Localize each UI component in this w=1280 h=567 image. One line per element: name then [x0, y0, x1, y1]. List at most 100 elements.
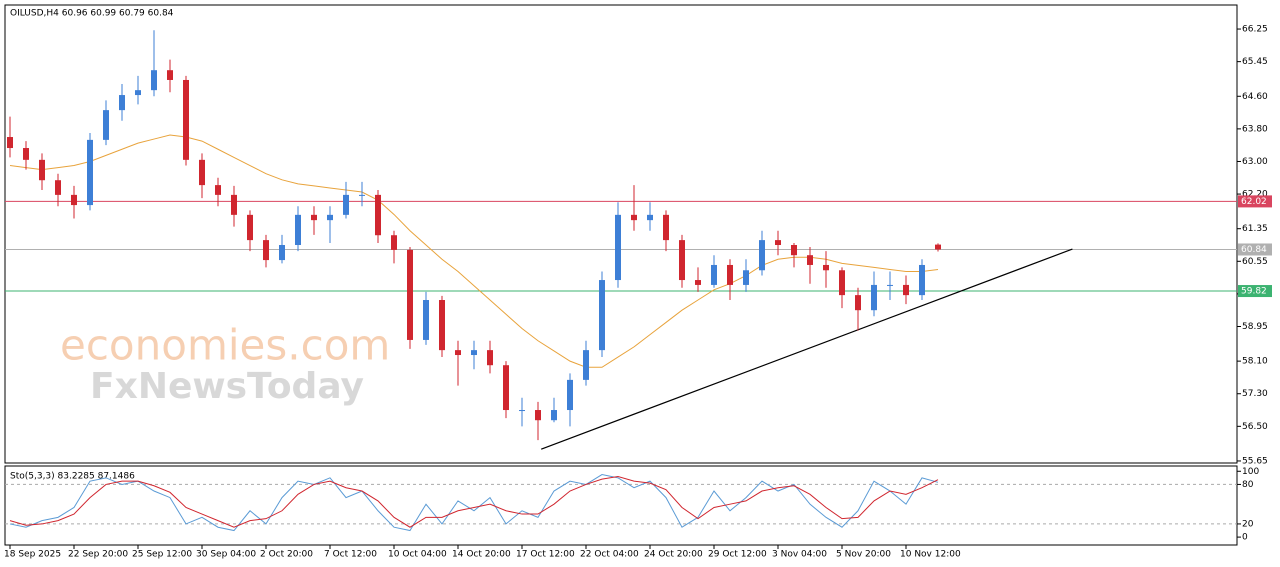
y-tick-label: 63.00 [1242, 157, 1268, 167]
candle-body [615, 214, 621, 281]
candle-body [679, 240, 685, 281]
price-level-label: 60.84 [1241, 245, 1267, 255]
candle-body [215, 185, 221, 195]
candle-body [455, 350, 461, 356]
candle-body [167, 70, 173, 80]
price-level-label: 59.82 [1241, 287, 1267, 297]
y-tick-label: 58.10 [1242, 357, 1268, 367]
x-tick-label: 17 Oct 12:00 [516, 550, 575, 560]
indicator-tick-label: 0 [1242, 533, 1248, 543]
candle-body [247, 214, 253, 241]
y-tick-label: 63.80 [1242, 124, 1268, 134]
indicator-title: Sto(5,3,3) 83.2285 87.1486 [10, 472, 135, 482]
candle-body [887, 284, 893, 286]
x-tick-label: 5 Nov 20:00 [836, 550, 891, 560]
price-level-label: 62.02 [1241, 197, 1267, 207]
candle-body [279, 245, 285, 261]
trendline [540, 248, 1073, 450]
x-tick-label: 2 Oct 20:00 [260, 550, 313, 560]
y-tick-label: 57.30 [1242, 389, 1268, 399]
main-panel [4, 4, 1238, 464]
candle-body [407, 249, 413, 340]
watermark: economies.com [60, 321, 390, 370]
candle-body [743, 270, 749, 285]
candle-body [375, 194, 381, 236]
candle-body [55, 180, 61, 195]
candle-body [359, 194, 365, 196]
candle-body [471, 350, 477, 356]
candle-body [119, 95, 125, 111]
watermark: FxNewsToday [90, 366, 364, 407]
candle-body [183, 79, 189, 160]
candle-body [23, 148, 29, 160]
candle-body [327, 214, 333, 221]
x-tick-label: 22 Oct 04:00 [580, 550, 639, 560]
price-level-box [1238, 285, 1272, 298]
indicator-tick-label: 100 [1242, 467, 1259, 477]
candle-body [7, 137, 13, 149]
indicator-line [9, 476, 939, 528]
y-tick-label: 55.65 [1242, 456, 1268, 466]
indicator-tick-label: 20 [1242, 519, 1254, 529]
candle-body [855, 295, 861, 311]
x-tick-label: 3 Nov 04:00 [772, 550, 827, 560]
candle-body [551, 410, 557, 421]
candle-body [439, 300, 445, 351]
price-level-box [1238, 243, 1272, 256]
candle-body [135, 90, 141, 96]
candle-body [583, 350, 589, 380]
candle-body [903, 284, 909, 296]
price-level-box [1238, 195, 1272, 208]
y-tick-label: 56.50 [1242, 422, 1268, 432]
x-tick-label: 30 Sep 04:00 [196, 550, 256, 560]
candle-body [711, 264, 717, 285]
candle-body [791, 245, 797, 256]
x-tick-label: 24 Oct 20:00 [644, 550, 703, 560]
candle-body [71, 194, 77, 206]
candle-body [839, 270, 845, 296]
chart-title: OILUSD,H4 60.96 60.99 60.79 60.84 [10, 9, 174, 19]
indicator-panel [4, 465, 1238, 546]
x-tick-label: 10 Nov 12:00 [900, 550, 961, 560]
candle-body [647, 214, 653, 221]
candle-body [599, 280, 605, 351]
y-tick-label: 64.60 [1242, 92, 1268, 102]
y-tick-label: 62.20 [1242, 190, 1268, 200]
candle-body [919, 264, 925, 296]
y-tick-label: 65.45 [1242, 57, 1268, 67]
candle-body [311, 214, 317, 221]
indicator-tick-label: 80 [1242, 480, 1254, 490]
candle-body [823, 264, 829, 271]
candle-body [871, 284, 877, 311]
y-tick-label: 60.55 [1242, 257, 1268, 267]
x-tick-label: 10 Oct 04:00 [388, 550, 447, 560]
x-tick-label: 25 Sep 12:00 [132, 550, 192, 560]
candle-body [567, 379, 573, 411]
candle-body [807, 255, 813, 265]
candle-body [199, 159, 205, 186]
candle-body [39, 159, 45, 181]
y-tick-label: 58.95 [1242, 322, 1268, 332]
candle-body [391, 235, 397, 250]
x-tick-label: 22 Sep 20:00 [68, 550, 128, 560]
candle-body [263, 240, 269, 261]
candle-body [151, 70, 157, 91]
candle-body [103, 110, 109, 140]
candle-body [231, 194, 237, 215]
candle-body [487, 350, 493, 366]
candle-body [295, 214, 301, 246]
candle-body [663, 214, 669, 241]
candle-body [519, 410, 525, 412]
x-tick-label: 14 Oct 20:00 [452, 550, 511, 560]
candle-body [935, 244, 941, 250]
y-tick-label: 61.35 [1242, 224, 1268, 234]
moving-average [9, 134, 939, 368]
x-tick-label: 18 Sep 2025 [4, 550, 61, 560]
x-tick-label: 7 Oct 12:00 [324, 550, 377, 560]
candle-body [343, 194, 349, 215]
candle-body [535, 410, 541, 421]
candle-body [423, 300, 429, 340]
